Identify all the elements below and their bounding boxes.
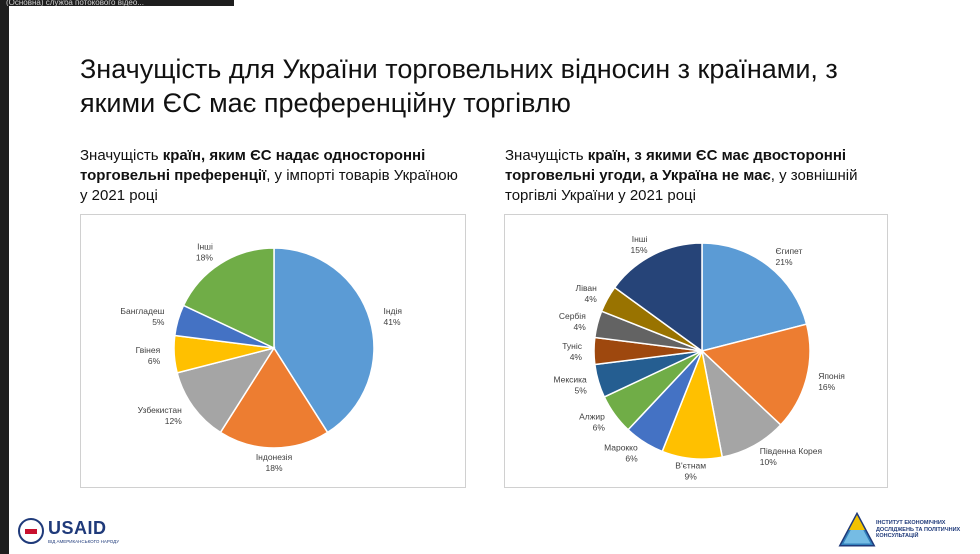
slice-name-label: В'єтнам <box>675 461 706 471</box>
slice-name-label: Інші <box>632 234 648 244</box>
window-title-bar: (Основна) служба потокового відео... <box>0 0 234 6</box>
pie-slice <box>700 323 811 426</box>
slice-percent-label: 18% <box>265 463 282 473</box>
right-pie-chart-frame: Єгипет 21% Японія 16% Південна Корея 10% В'єтн… <box>504 214 888 488</box>
pie-slice <box>701 242 808 352</box>
slice-percent-label: 16% <box>818 382 835 392</box>
slice-percent-label: 10% <box>760 457 777 467</box>
usaid-seal-icon <box>18 518 44 544</box>
slice-percent-label: 5% <box>152 317 165 327</box>
pie-slice <box>613 242 703 353</box>
right-chart-subtitle: Значущість країн, з якими ЄС має двостор… <box>505 146 885 206</box>
usaid-logo: USAID ВІД АМЕРИКАНСЬКОГО НАРОДУ <box>16 516 136 550</box>
slice-name-label: Мексика <box>553 375 587 385</box>
ier-logo: ІНСТИТУТ ЕКОНОМІЧНИХ ДОСЛІДЖЕНЬ ТА ПОЛІТ… <box>836 510 976 554</box>
slice-percent-label: 4% <box>574 322 587 332</box>
slice-name-label: Ліван <box>575 283 597 293</box>
slice-name-label: Туніс <box>562 341 583 351</box>
slide-title: Значущість для України торговельних відн… <box>80 54 838 118</box>
slice-name-label: Японія <box>818 371 845 381</box>
right-subtitle-text-1: Значущість <box>505 147 588 164</box>
slice-name-label: Інші <box>197 242 213 252</box>
left-subtitle-text-1: Значущість <box>80 147 163 164</box>
pie-slice <box>176 346 276 434</box>
slice-percent-label: 6% <box>625 453 638 463</box>
slice-name-label: Сербія <box>559 311 586 321</box>
left-pie-chart-frame: Індія 41% Індонезія 18% Узбекистан 12% Гвінея 6… <box>80 214 466 488</box>
slice-name-label: Узбекистан <box>138 405 182 415</box>
pie-slice <box>219 346 329 449</box>
slice-percent-label: 41% <box>384 317 401 327</box>
ier-triangle-icon <box>838 512 876 547</box>
left-subtitle-text-2: , у імпорті товарів Україною у 2021 році <box>80 167 458 204</box>
usaid-tagline: ВІД АМЕРИКАНСЬКОГО НАРОДУ <box>48 539 120 544</box>
pie-slice <box>182 247 275 350</box>
slice-percent-label: 4% <box>585 294 598 304</box>
slice-percent-label: 12% <box>165 416 182 426</box>
slice-name-label: Бангладеш <box>120 306 164 316</box>
slice-percent-label: 6% <box>148 356 161 366</box>
left-pie-chart: Індія41%Індонезія18%Узбекистан12%Гвінея6… <box>120 242 403 473</box>
slice-percent-label: 9% <box>685 472 698 482</box>
slice-name-label: Індія <box>384 306 403 316</box>
slice-name-label: Індонезія <box>256 452 293 462</box>
left-subtitle-bold: країн, яким ЄС надає односторонні торгов… <box>80 147 426 184</box>
usaid-wordmark: USAID <box>48 518 107 538</box>
slice-name-label: Єгипет <box>776 246 803 256</box>
slice-percent-label: 4% <box>570 352 583 362</box>
right-subtitle-bold: країн, з якими ЄС має двосторонні торгов… <box>505 147 847 184</box>
window-frame-left <box>0 0 9 554</box>
slice-name-label: Алжир <box>579 412 605 422</box>
slice-percent-label: 21% <box>776 257 793 267</box>
slice-name-label: Гвінея <box>136 345 161 355</box>
slice-name-label: Південна Корея <box>760 446 823 456</box>
slice-percent-label: 15% <box>630 245 647 255</box>
slice-percent-label: 5% <box>575 386 588 396</box>
left-chart-subtitle: Значущість країн, яким ЄС надає одностор… <box>80 146 460 206</box>
ier-name: ІНСТИТУТ ЕКОНОМІЧНИХ ДОСЛІДЖЕНЬ ТА ПОЛІТ… <box>876 520 961 539</box>
right-subtitle-text-2: , у зовнішній торгівлі України у 2021 ро… <box>505 167 858 204</box>
slice-percent-label: 18% <box>196 253 213 263</box>
slice-name-label: Марокко <box>604 442 638 452</box>
slice-percent-label: 6% <box>593 423 606 433</box>
